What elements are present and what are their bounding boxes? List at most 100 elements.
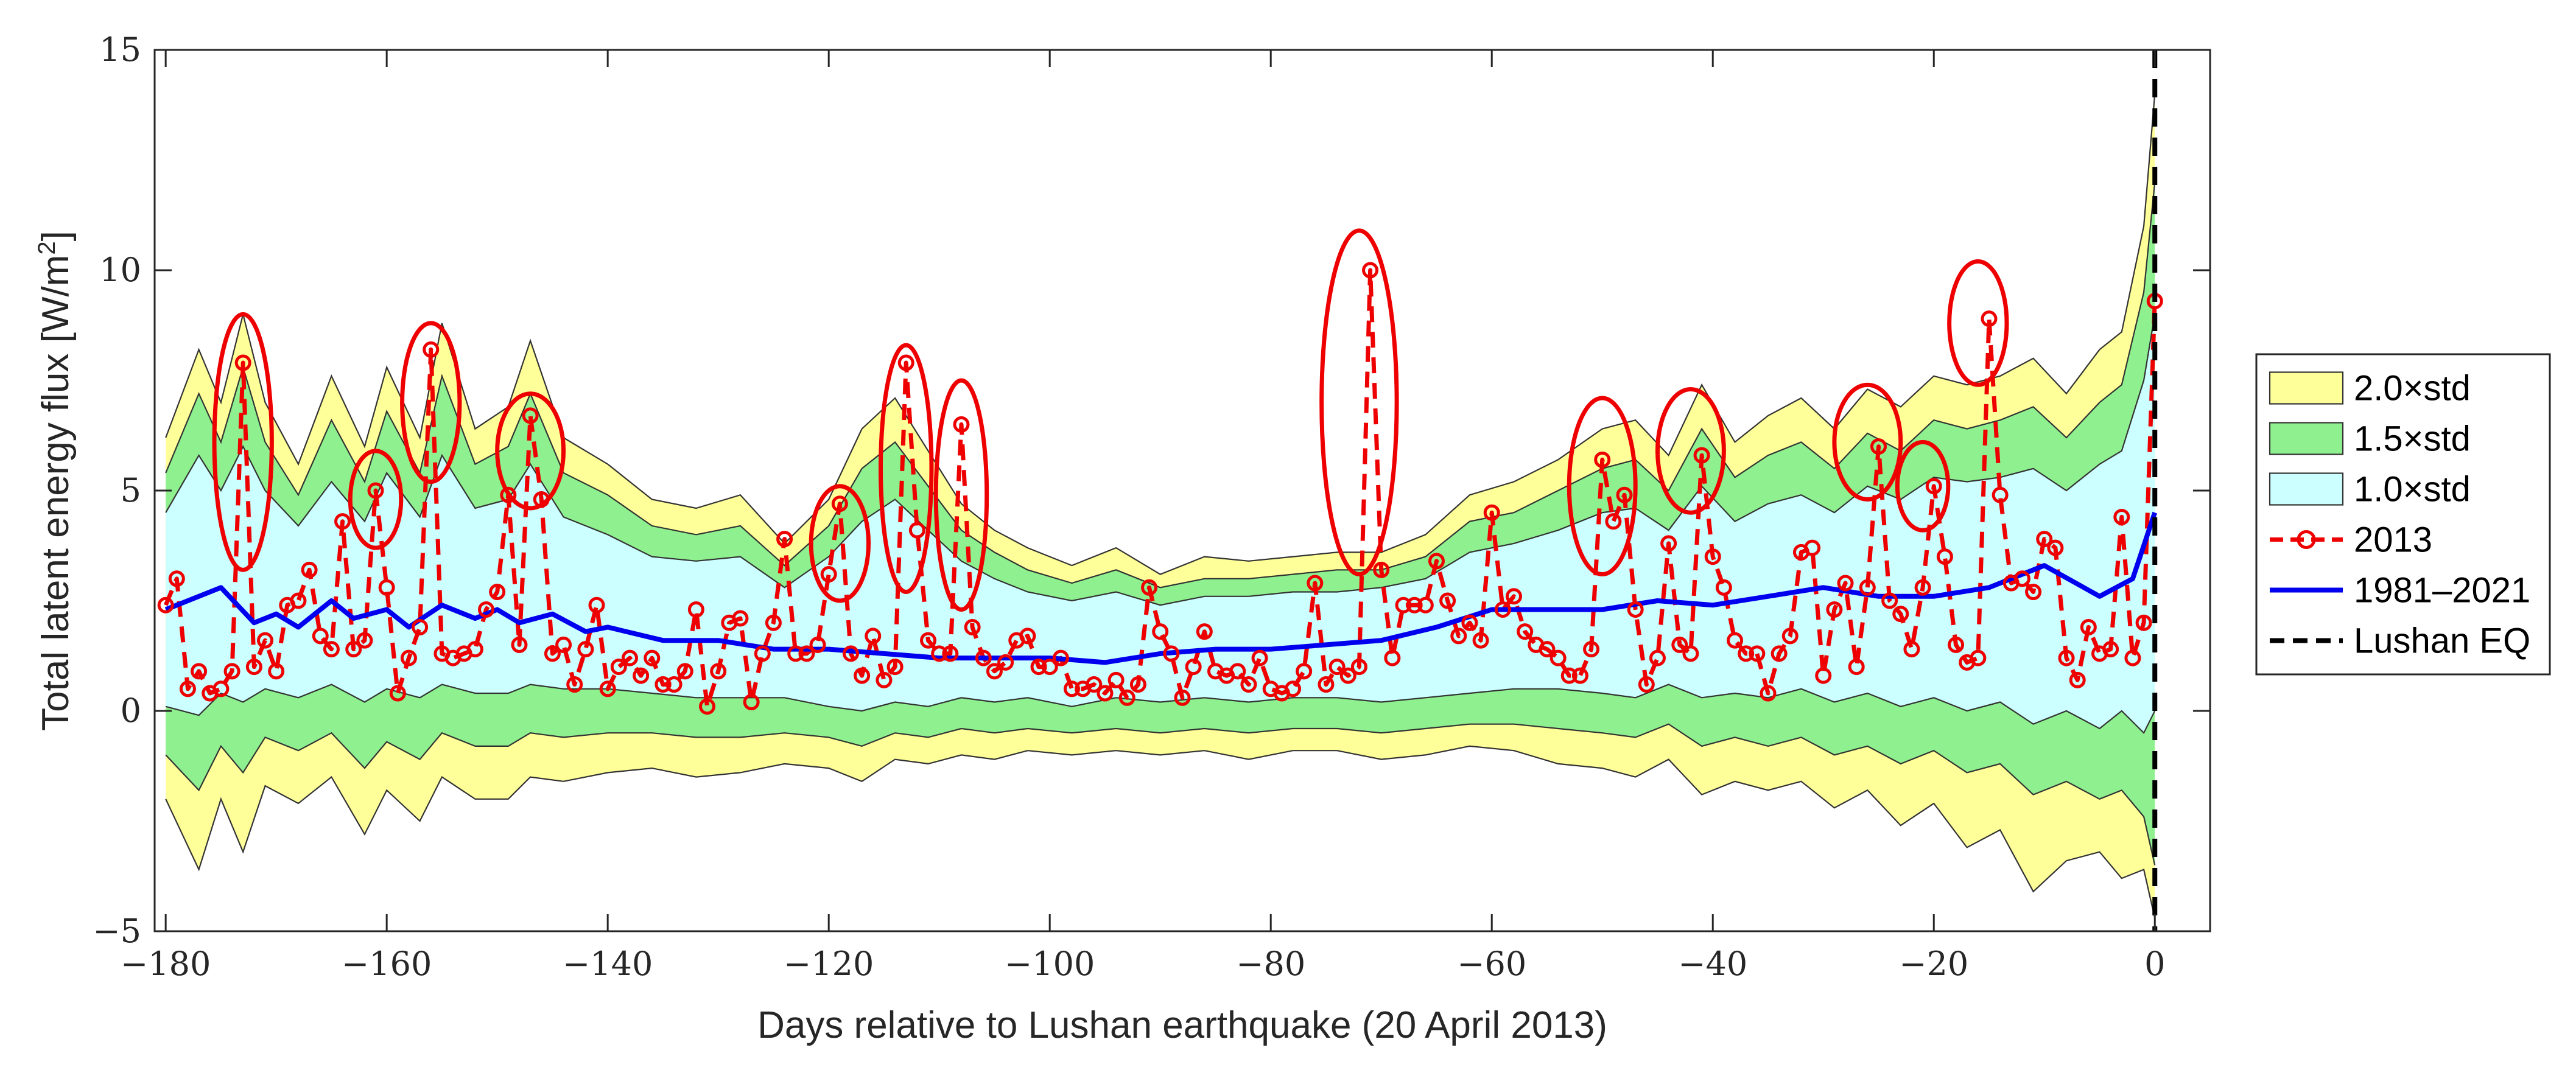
series-2013-point bbox=[610, 659, 627, 676]
series-2013-point bbox=[931, 645, 948, 662]
series-2013-point bbox=[1163, 645, 1180, 662]
series-2013-point bbox=[842, 645, 859, 662]
plot-content bbox=[155, 50, 2210, 931]
series-2013-point bbox=[1141, 579, 1158, 596]
series-2013-point bbox=[423, 341, 440, 358]
series-2013-point bbox=[1450, 628, 1467, 645]
series-2013-point bbox=[1030, 659, 1047, 676]
legend-label: 2.0×std bbox=[2354, 369, 2471, 408]
series-2013-point bbox=[2113, 508, 2130, 525]
series-2013-point bbox=[1395, 596, 1412, 614]
legend-box bbox=[2255, 353, 2551, 676]
series-2013-point bbox=[1760, 685, 1777, 702]
series-2013-point bbox=[466, 641, 483, 658]
series-2013-point bbox=[1052, 649, 1069, 666]
series-2013-point bbox=[2047, 539, 2064, 556]
series-2013-point bbox=[1638, 676, 1655, 693]
series-2013-point bbox=[367, 482, 384, 499]
series-2013-point bbox=[1936, 548, 1953, 565]
x-tick-label: −80 bbox=[1236, 945, 1305, 983]
y-axis-label-close: ] bbox=[35, 231, 77, 241]
series-2013-point bbox=[1307, 575, 1324, 592]
x-tick-label: −120 bbox=[784, 945, 874, 983]
series-2013-point bbox=[1627, 601, 1644, 618]
series-2013-point bbox=[1328, 659, 1346, 676]
series-2013-point bbox=[1428, 553, 1445, 570]
band-1std bbox=[166, 314, 2155, 733]
series-2013-point bbox=[334, 513, 351, 530]
series-2013-point bbox=[378, 579, 395, 596]
series-2013-point bbox=[522, 407, 539, 424]
anomaly-ellipse bbox=[809, 484, 871, 603]
band-edge-lower2 bbox=[165, 745, 2156, 918]
series-2013-point bbox=[511, 636, 528, 653]
series-2013-point bbox=[1925, 478, 1942, 495]
series-2013-point bbox=[356, 632, 373, 649]
anomaly-ellipse bbox=[878, 343, 934, 595]
series-2013-point bbox=[997, 654, 1014, 671]
series-2013-point bbox=[223, 663, 240, 680]
series-2013-point bbox=[953, 416, 970, 433]
series-2013-point bbox=[2013, 570, 2030, 587]
series-2013-point bbox=[1350, 659, 1367, 676]
series-2013-point bbox=[1517, 623, 1534, 640]
series-2013-point bbox=[765, 614, 782, 631]
legend-label: 2013 bbox=[2354, 520, 2432, 560]
y-tick-label: 5 bbox=[121, 471, 141, 509]
series-2013-point bbox=[1859, 579, 1876, 596]
series-2013-point bbox=[2036, 531, 2053, 548]
series-2013-point bbox=[1837, 575, 1854, 592]
series-2013-point bbox=[1781, 628, 1799, 645]
series-2013-point bbox=[1892, 606, 1909, 623]
plot-area: −180 −160 −140 −120 −100 −80 −60 −40 −20 0 −5 0 5 10 1… bbox=[93, 30, 2211, 983]
series-2013-point bbox=[1129, 676, 1146, 693]
legend-swatch bbox=[2269, 422, 2344, 455]
series-2013-point bbox=[577, 641, 594, 658]
series-2013-point bbox=[1494, 601, 1511, 618]
series-2013-point bbox=[854, 667, 871, 684]
series-2013-point bbox=[820, 566, 837, 583]
series-2013-point bbox=[1970, 649, 1987, 666]
series-2013-point bbox=[986, 663, 1003, 680]
series-2013-point bbox=[1506, 588, 1523, 605]
series-2013-point bbox=[1019, 628, 1036, 645]
series-2013-point bbox=[1704, 548, 1721, 565]
series-2013-point bbox=[908, 522, 925, 539]
series-2013-point bbox=[2124, 649, 2141, 666]
y-axis-label-superscript: 2 bbox=[33, 241, 60, 254]
series-2013-point bbox=[1240, 676, 1257, 693]
series-2013-point bbox=[1749, 645, 1766, 662]
series-2013-point bbox=[301, 561, 318, 578]
series-2013-point bbox=[489, 584, 506, 601]
series-2013-point bbox=[1373, 561, 1390, 578]
series-2013-point bbox=[323, 641, 340, 658]
series-2013-point bbox=[478, 601, 495, 618]
anomaly-ellipse bbox=[495, 391, 566, 511]
series-2013-point bbox=[1185, 659, 1202, 676]
series-2013-point bbox=[1992, 486, 2009, 503]
series-2013-point bbox=[1097, 685, 1114, 702]
series-2013-point bbox=[588, 596, 605, 614]
series-2013-point bbox=[942, 645, 959, 662]
series-2013-point bbox=[268, 663, 285, 680]
x-tick-label: −60 bbox=[1457, 945, 1526, 983]
series-2013-point bbox=[1417, 596, 1434, 614]
series-2013-point bbox=[1571, 667, 1588, 684]
series-2013-point bbox=[345, 641, 362, 658]
series-2013-point bbox=[1771, 645, 1788, 662]
series-2013-point bbox=[1362, 262, 1379, 279]
series-2013-point bbox=[1804, 539, 1821, 556]
series-2013-point bbox=[1196, 623, 1213, 640]
legend-swatch bbox=[2269, 472, 2344, 506]
series-2013-point bbox=[1727, 632, 1744, 649]
x-tick-label: −180 bbox=[121, 945, 211, 983]
x-tick-label: −160 bbox=[342, 945, 432, 983]
series-2013-point bbox=[389, 685, 406, 702]
series-2013-point bbox=[1948, 636, 1965, 653]
series-2013-point bbox=[2080, 618, 2097, 635]
series-2013-point bbox=[676, 663, 693, 680]
series-2013-point bbox=[1826, 601, 1843, 618]
legend-label: 1.5×std bbox=[2354, 419, 2471, 459]
anomaly-ellipse bbox=[1832, 382, 1903, 502]
series-2013-point bbox=[412, 618, 429, 635]
